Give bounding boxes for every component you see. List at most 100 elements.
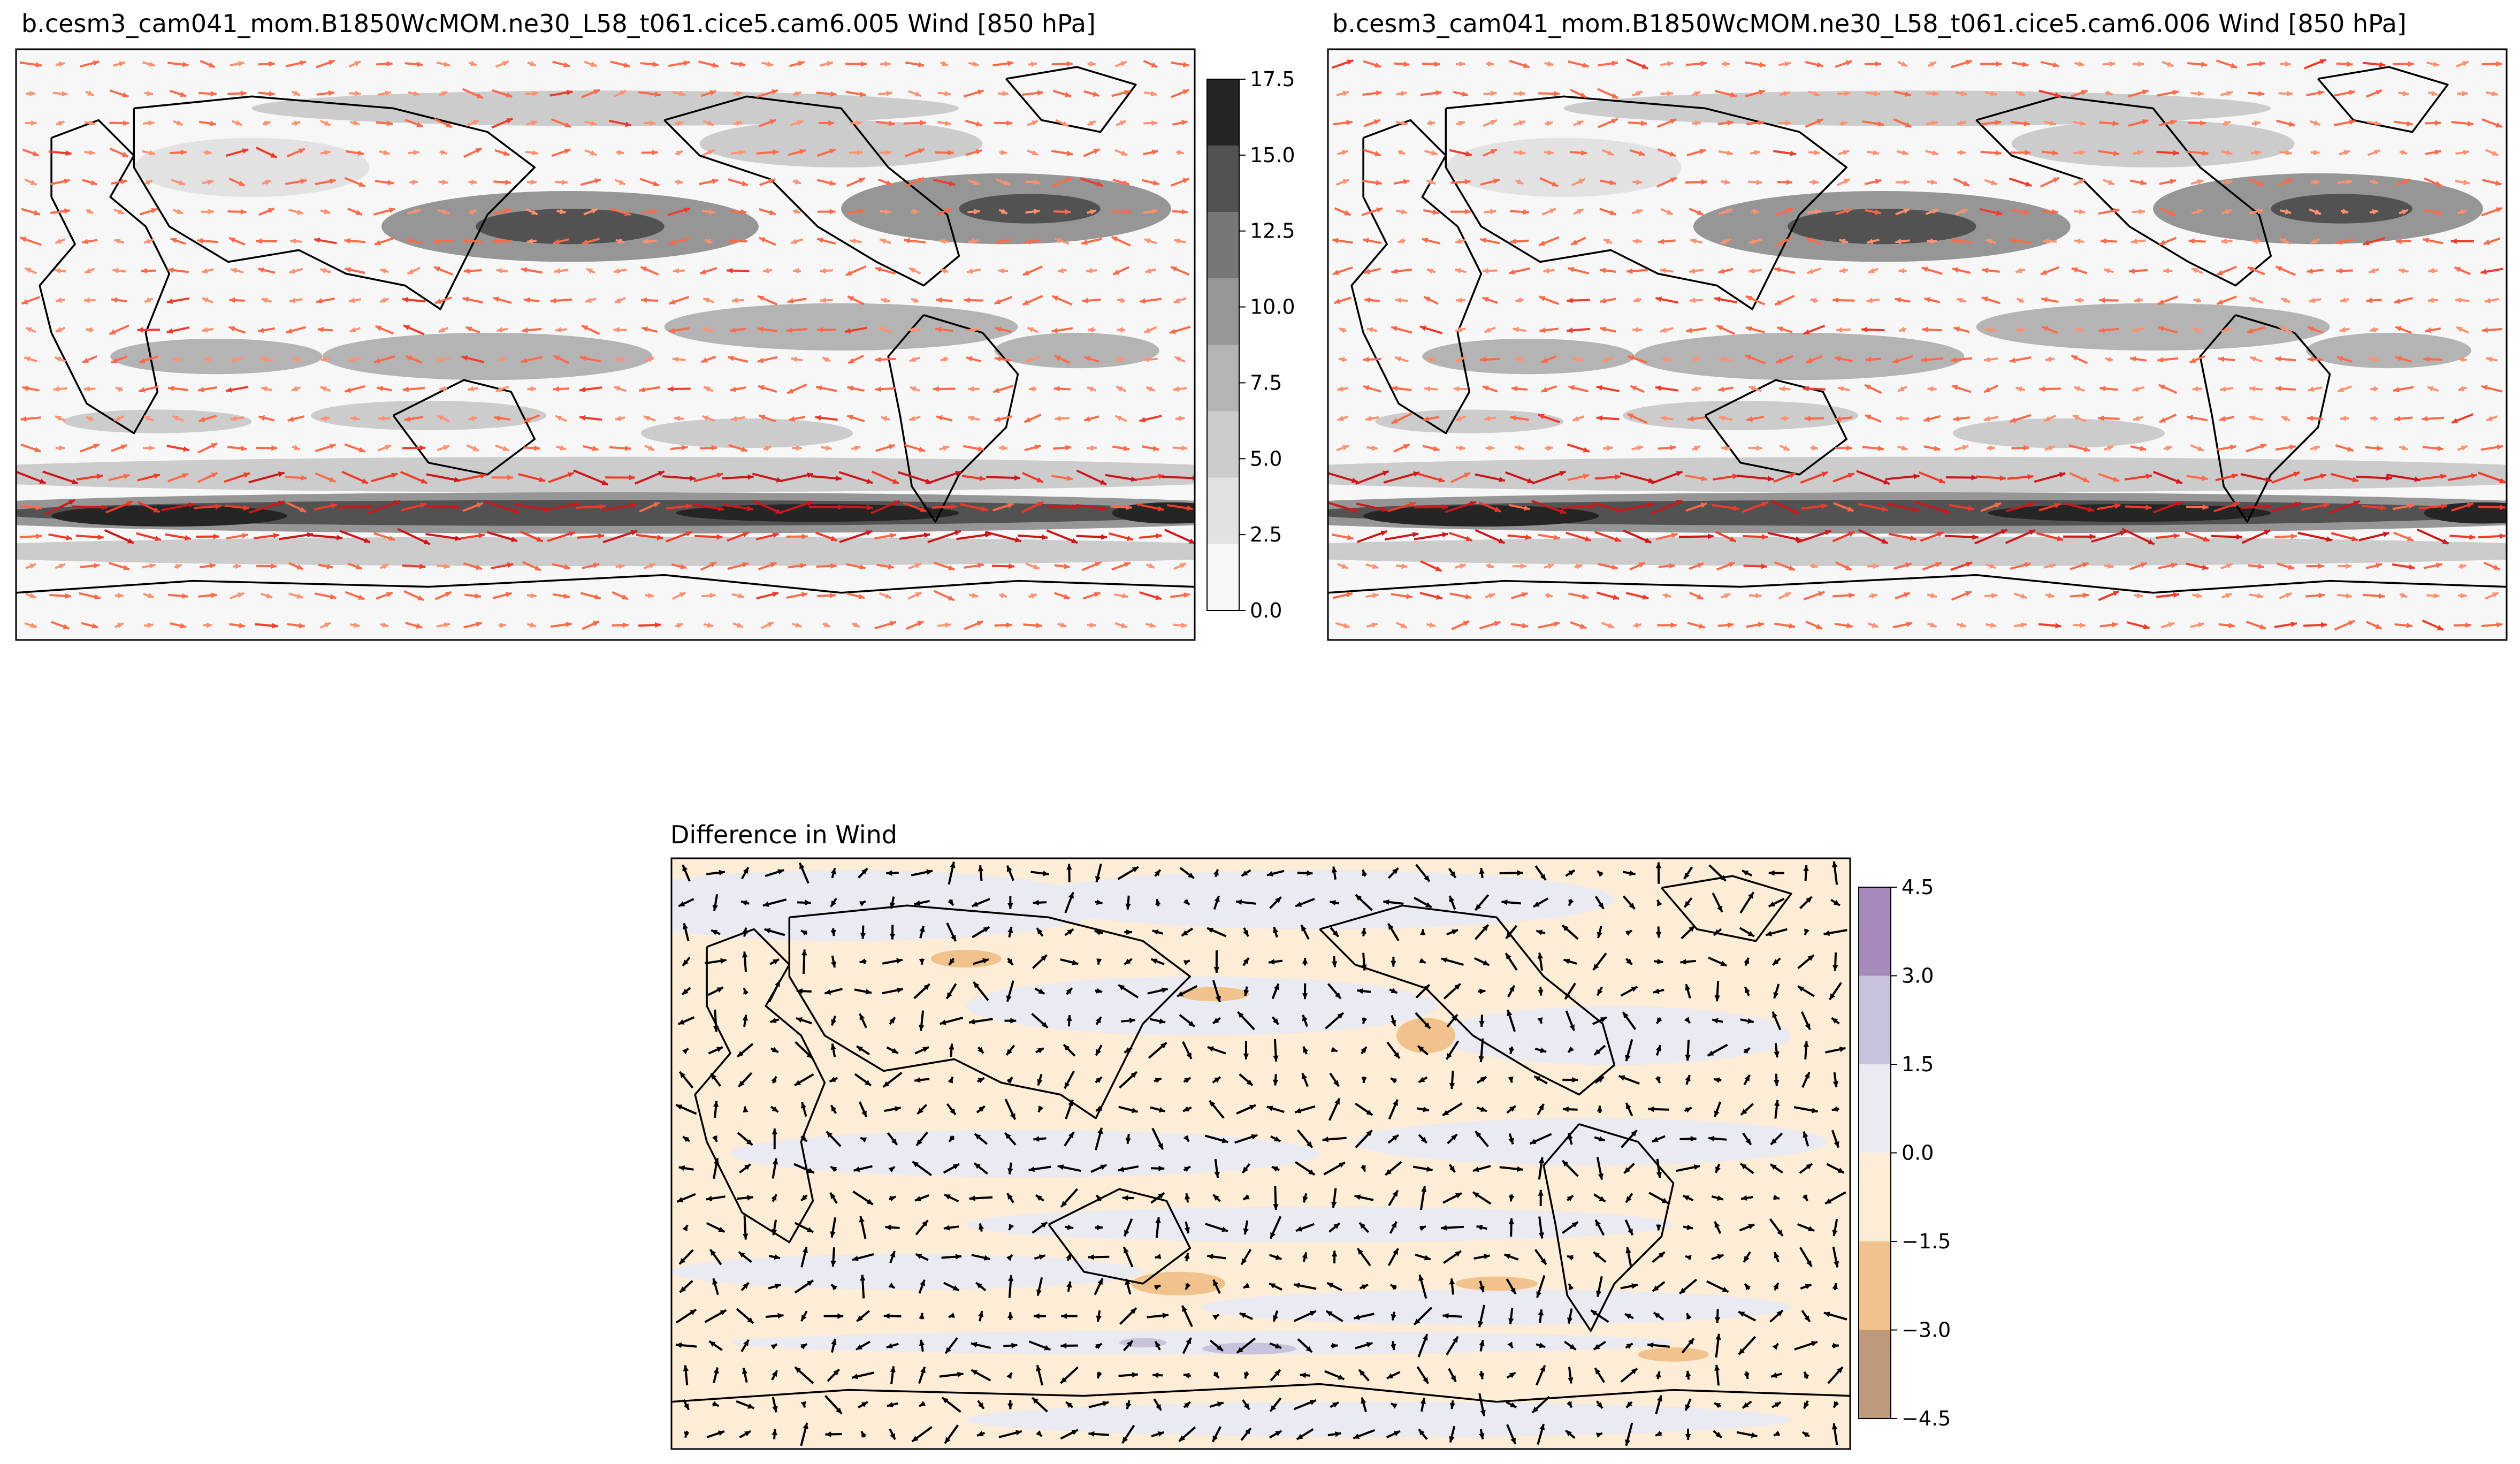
wind-vector (1027, 149, 1039, 156)
wind-vector (1987, 445, 1996, 451)
wind-vector (1118, 1105, 1139, 1114)
panel-run-005: b.cesm3_cam041_mom.B1850WcMOM.ne30_L58_t… (15, 9, 1295, 641)
wind-vector (287, 622, 305, 629)
wind-vector (676, 1193, 696, 1203)
wind-vector (642, 238, 657, 245)
wind-vector (1363, 149, 1381, 157)
wind-vector (21, 208, 41, 216)
wind-vector (1831, 1106, 1839, 1112)
contour-region (2271, 194, 2412, 224)
wind-vector (948, 958, 955, 966)
wind-vector (1499, 870, 1523, 876)
wind-vector (1625, 1343, 1633, 1349)
wind-vector (2012, 62, 2029, 67)
coastline (1048, 1188, 1192, 1285)
wind-vector (846, 208, 865, 214)
wind-vector (1241, 1163, 1251, 1174)
wind-vector (874, 621, 897, 630)
wind-vector (2103, 268, 2114, 274)
wind-vector (1536, 1343, 1546, 1348)
wind-vector (1087, 209, 1097, 215)
wind-vector (1472, 1165, 1491, 1172)
wind-vector (1545, 120, 1553, 126)
wind-vector (888, 1165, 896, 1173)
wind-vector (1687, 622, 1706, 629)
wind-vector (1568, 266, 1590, 274)
wind-vector (1684, 1398, 1692, 1412)
wind-vector (1867, 563, 1879, 569)
wind-vector (665, 530, 693, 543)
wind-vector (2241, 504, 2272, 509)
wind-vector (711, 929, 721, 935)
wind-vector (1976, 475, 2006, 481)
wind-vector (463, 621, 483, 629)
wind-vector (1625, 1247, 1632, 1267)
wind-vector (2218, 356, 2235, 362)
wind-vector (224, 504, 250, 511)
wind-vector (1109, 532, 1134, 541)
wind-vector (21, 295, 41, 305)
wind-vector (740, 1339, 750, 1352)
wind-vector (1593, 1193, 1606, 1203)
wind-vector (379, 563, 390, 569)
wind-vector (2486, 356, 2498, 362)
wind-vector (1953, 416, 1971, 422)
wind-vector (879, 592, 892, 599)
wind-vector (1746, 622, 1765, 628)
wind-vector (1271, 983, 1280, 1000)
wind-vector (1799, 1247, 1813, 1268)
wind-vector (727, 562, 749, 570)
wind-vector (1064, 1131, 1075, 1147)
wind-vector (702, 120, 714, 126)
wind-vector (552, 563, 571, 570)
wind-vector (1027, 326, 1038, 333)
wind-vector (582, 562, 600, 569)
wind-vector (740, 1282, 750, 1291)
wind-vector (2399, 209, 2409, 215)
wind-vector (638, 386, 661, 393)
wind-vector (2368, 356, 2380, 362)
wind-vector (728, 355, 749, 363)
wind-vector (822, 356, 831, 363)
wind-vector (1621, 502, 1654, 512)
wind-vector (1116, 385, 1127, 392)
wind-vector (289, 238, 302, 244)
wind-vector (2186, 504, 2209, 510)
wind-vector (1448, 531, 1473, 542)
wind-vector (1414, 504, 1448, 510)
wind-vector (1293, 1310, 1317, 1322)
wind-vector (2306, 90, 2324, 96)
wind-vector (978, 1223, 984, 1232)
wind-vector (1295, 1223, 1315, 1232)
wind-vector (1207, 1254, 1226, 1260)
wind-vector (523, 414, 540, 423)
wind-vector (1174, 356, 1186, 363)
wind-vector (2102, 61, 2116, 67)
wind-vector (1742, 870, 1753, 877)
wind-vector (2186, 562, 2209, 570)
wind-vector (1657, 148, 1676, 157)
wind-vector (1801, 1071, 1811, 1088)
wind-vector (707, 986, 724, 996)
wind-vector (1328, 472, 1358, 483)
wind-vector (1479, 1280, 1485, 1293)
wind-vector (919, 1401, 926, 1407)
wind-vector (314, 237, 337, 245)
wind-vector (830, 1247, 836, 1267)
contour-region (1788, 209, 1976, 245)
wind-vector (1839, 268, 1848, 273)
wind-vector (1685, 179, 1707, 185)
wind-vector (1805, 118, 1824, 128)
wind-vector (994, 622, 1012, 628)
wind-vector (1596, 385, 1620, 392)
wind-vector (991, 563, 1015, 569)
wind-vector (1007, 957, 1014, 966)
wind-vector (1419, 325, 1443, 334)
wind-vector (616, 149, 624, 156)
wind-vector (731, 298, 745, 303)
wind-vector (203, 622, 212, 628)
wind-vector (1507, 1341, 1514, 1349)
wind-vector (1448, 867, 1457, 879)
wind-vector (1770, 1372, 1782, 1378)
wind-vector (86, 208, 94, 215)
